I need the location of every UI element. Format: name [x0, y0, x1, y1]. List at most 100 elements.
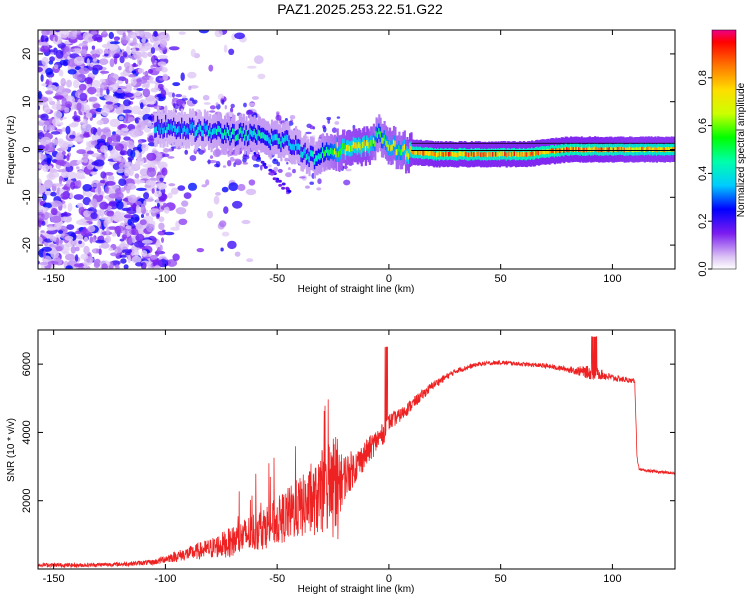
- ridge-core: [185, 129, 188, 136]
- ridge-core: [324, 149, 327, 156]
- noise-blob: [53, 95, 65, 100]
- ridge-core: [189, 122, 192, 129]
- ridge-core: [419, 150, 422, 155]
- ridge-core: [521, 152, 524, 157]
- ridge-core: [293, 144, 296, 151]
- noise-blob: [108, 193, 120, 199]
- ridge-core: [482, 152, 485, 158]
- noise-blob: [124, 229, 128, 235]
- ridge-core: [226, 127, 229, 134]
- noise-blob: [119, 238, 125, 242]
- ridge-core: [627, 147, 630, 153]
- noise-blob: [273, 166, 279, 173]
- noise-blob: [123, 167, 131, 177]
- ridge-core: [265, 135, 268, 142]
- ridge-core: [600, 147, 603, 152]
- noise-blob: [61, 216, 68, 222]
- noise-blob: [242, 162, 249, 165]
- noise-blob: [82, 197, 92, 206]
- ridge-core: [645, 146, 648, 152]
- noise-blob: [105, 95, 114, 103]
- noise-blob: [38, 47, 41, 52]
- noise-blob: [73, 263, 85, 268]
- noise-blob: [263, 165, 268, 169]
- noise-blob: [99, 201, 109, 210]
- ridge-core: [390, 145, 393, 152]
- ridge-core: [359, 143, 362, 150]
- noise-blob: [73, 110, 77, 118]
- noise-blob: [184, 149, 188, 155]
- noise-blob: [78, 83, 87, 91]
- ridge-core: [299, 144, 302, 151]
- noise-blob: [146, 152, 157, 161]
- noise-blob: [153, 31, 158, 38]
- noise-blob: [292, 168, 296, 174]
- noise-blob: [181, 200, 189, 207]
- ridge-core: [209, 127, 212, 134]
- ridge-core: [651, 147, 654, 153]
- noise-blob: [206, 210, 214, 219]
- noise-blob: [222, 165, 227, 168]
- ridge-core: [344, 149, 347, 156]
- noise-blob: [143, 200, 147, 207]
- noise-blob: [270, 172, 275, 176]
- ridge-core: [637, 147, 640, 153]
- ridge-core: [191, 122, 194, 129]
- ridge-core: [193, 125, 196, 132]
- ridge-core: [202, 130, 205, 137]
- noise-blob: [251, 96, 259, 100]
- noise-blob: [158, 222, 165, 230]
- ridge-core: [347, 144, 350, 151]
- noise-blob: [130, 150, 136, 158]
- noise-blob: [53, 183, 64, 187]
- noise-blob: [45, 67, 53, 75]
- ridge-core: [423, 151, 426, 156]
- noise-blob: [82, 261, 89, 269]
- ridge-core: [197, 127, 200, 134]
- noise-blob: [56, 99, 61, 108]
- x-tick-label: -50: [269, 273, 285, 285]
- ridge-core: [339, 149, 342, 156]
- ridge-core: [214, 127, 217, 134]
- noise-blob: [86, 163, 94, 170]
- ridge-core: [570, 146, 573, 152]
- noise-blob: [121, 234, 128, 240]
- ridge-core: [177, 126, 180, 133]
- noise-blob: [149, 76, 154, 81]
- noise-blob: [88, 96, 98, 102]
- ridge-core: [659, 147, 662, 152]
- noise-blob: [190, 48, 196, 58]
- ridge-core: [366, 140, 369, 147]
- ridge-core: [596, 147, 599, 152]
- noise-blob: [209, 105, 216, 110]
- ridge-core: [586, 147, 589, 153]
- noise-blob: [119, 55, 125, 64]
- noise-blob: [66, 51, 70, 55]
- noise-blob: [41, 246, 52, 252]
- noise-blob: [205, 179, 210, 186]
- noise-blob: [124, 92, 134, 98]
- ridge-core: [406, 150, 409, 157]
- ridge-core: [198, 123, 201, 130]
- noise-blob: [87, 225, 96, 233]
- noise-blob: [142, 71, 149, 75]
- noise-blob: [120, 254, 127, 258]
- noise-blob: [76, 160, 82, 165]
- noise-blob: [209, 155, 214, 159]
- noise-blob: [157, 152, 163, 158]
- ridge-core: [253, 129, 256, 136]
- noise-blob: [119, 150, 128, 156]
- ridge-core: [413, 150, 416, 155]
- noise-blob: [38, 66, 43, 73]
- noise-blob: [86, 141, 90, 147]
- colorbar-tick-label: 0.2: [697, 214, 709, 229]
- noise-blob: [125, 83, 132, 91]
- ridge-core: [254, 132, 257, 139]
- noise-blob: [207, 159, 211, 165]
- chart-title: PAZ1.2025.253.22.51.G22: [277, 1, 443, 17]
- noise-blob: [134, 173, 140, 179]
- noise-blob: [167, 156, 175, 159]
- noise-blob: [144, 106, 151, 114]
- noise-blob: [157, 54, 168, 60]
- noise-blob: [67, 202, 73, 212]
